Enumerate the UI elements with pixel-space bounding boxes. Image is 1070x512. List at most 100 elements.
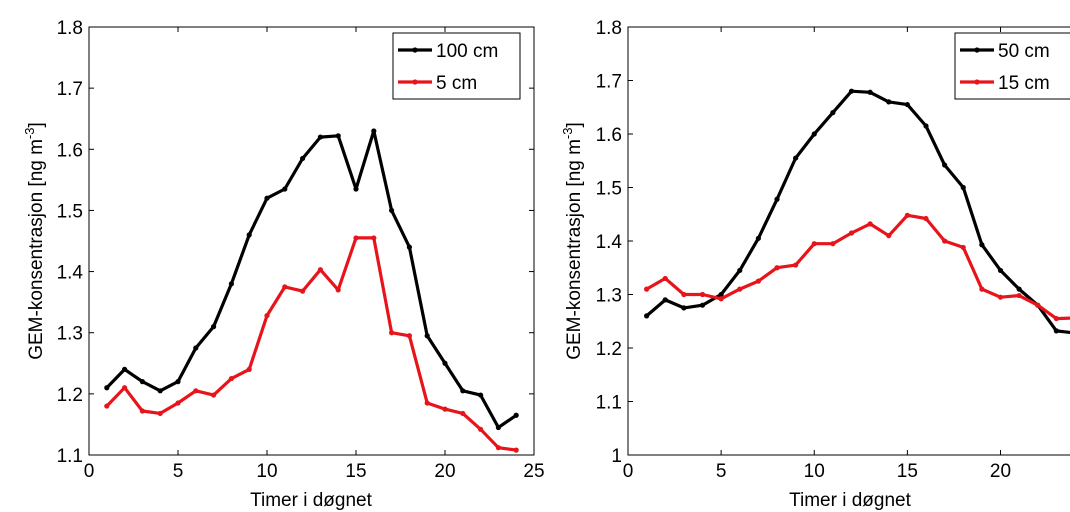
left-y-tick-label: 1.6	[57, 140, 83, 161]
left-data-point	[175, 400, 180, 405]
left-data-point	[247, 367, 252, 372]
left-data-point	[425, 333, 430, 338]
left-data-point	[407, 333, 412, 338]
right-data-point	[830, 110, 835, 115]
right-data-point	[737, 287, 742, 292]
left-data-point	[514, 413, 519, 418]
right-y-tick-label: 1.2	[596, 339, 622, 360]
right-data-point	[1054, 328, 1059, 333]
left-data-point	[442, 361, 447, 366]
left-data-point	[247, 232, 252, 237]
left-y-axis-label: GEM-konsentrasjon [ng m-3]	[22, 122, 47, 360]
right-data-point	[961, 245, 966, 250]
right-y-tick-label: 1	[611, 446, 622, 467]
left-data-point	[282, 284, 287, 289]
left-data-point	[514, 448, 519, 453]
right-x-tick-label: 10	[804, 461, 825, 482]
left-data-point	[193, 345, 198, 350]
left-x-tick-label: 10	[256, 461, 277, 482]
right-ticks-layer: 0 5 10 15 20 1 1.1 1.2 1.3 1.4 1.5 1.6 1.7 1.8	[596, 18, 1011, 482]
right-data-point	[979, 287, 984, 292]
left-y-tick-label: 1.2	[57, 385, 83, 406]
left-legend-marker-1	[412, 79, 417, 84]
left-data-point	[229, 376, 234, 381]
right-y-tick-label: 1.1	[596, 393, 622, 414]
right-legend: 50 cm 15 cm	[955, 33, 1070, 99]
right-data-point	[756, 236, 761, 241]
left-y-tick-label: 1.7	[57, 79, 83, 100]
right-y-tick-label: 1.4	[596, 232, 623, 253]
right-y-tick-label: 1.5	[596, 179, 622, 200]
right-data-point	[719, 296, 724, 301]
left-data-point	[318, 267, 323, 272]
right-data-point	[1035, 303, 1040, 308]
right-data-point	[923, 216, 928, 221]
left-y-tick-label: 1.1	[57, 446, 83, 467]
left-legend-marker-0	[412, 47, 417, 52]
chart-left: 0 5 10 15 20 25 1.1 1.2 1.3 1.4 1.5 1.6 1.7 1.8 100 c…	[22, 18, 545, 511]
left-x-tick-label: 5	[173, 461, 184, 482]
right-legend-marker-0	[974, 47, 979, 52]
right-data-point	[663, 276, 668, 281]
right-series-line-1	[647, 215, 1070, 318]
left-data-point	[122, 385, 127, 390]
right-data-point	[663, 297, 668, 302]
right-data-point	[1017, 293, 1022, 298]
right-data-point	[774, 265, 779, 270]
left-data-point	[460, 411, 465, 416]
right-series-layer	[644, 89, 1070, 336]
left-data-point	[211, 324, 216, 329]
right-y-tick-label: 1.3	[596, 286, 622, 307]
left-data-point	[318, 134, 323, 139]
left-data-point	[282, 186, 287, 191]
left-x-tick-label: 0	[84, 461, 95, 482]
right-data-point	[998, 295, 1003, 300]
left-series-line-1	[107, 238, 516, 450]
right-data-point	[979, 242, 984, 247]
right-data-point	[1017, 287, 1022, 292]
right-data-point	[998, 268, 1003, 273]
right-x-tick-label: 5	[716, 461, 727, 482]
left-data-point	[478, 392, 483, 397]
left-data-point	[425, 400, 430, 405]
right-data-point	[681, 292, 686, 297]
left-data-point	[175, 379, 180, 384]
left-data-point	[193, 388, 198, 393]
left-data-point	[264, 196, 269, 201]
left-data-point	[140, 379, 145, 384]
right-y-tick-label: 1.6	[596, 125, 622, 146]
right-data-point	[868, 221, 873, 226]
left-data-point	[300, 289, 305, 294]
left-legend: 100 cm 5 cm	[393, 33, 520, 99]
left-data-point	[353, 186, 358, 191]
left-data-point	[336, 133, 341, 138]
right-data-point	[886, 99, 891, 104]
right-x-axis-label: Timer i døgnet	[789, 490, 911, 511]
left-x-tick-label: 25	[523, 461, 544, 482]
right-data-point	[961, 185, 966, 190]
left-y-tick-label: 1.3	[57, 324, 83, 345]
left-data-point	[496, 425, 501, 430]
left-data-point	[371, 128, 376, 133]
left-y-tick-label: 1.4	[57, 263, 84, 284]
right-data-point	[700, 303, 705, 308]
left-data-point	[300, 156, 305, 161]
left-data-point	[353, 235, 358, 240]
left-data-point	[229, 281, 234, 286]
right-data-point	[1054, 316, 1059, 321]
left-y-tick-label: 1.5	[57, 201, 83, 222]
left-data-point	[264, 313, 269, 318]
right-data-point	[644, 313, 649, 318]
left-data-point	[478, 427, 483, 432]
chart-right: 0 5 10 15 2011.11.21.31.41.51.61.71.8 50 cm1…	[560, 18, 1070, 511]
right-data-point	[774, 197, 779, 202]
left-x-axis-label: Timer i døgnet	[250, 490, 372, 511]
left-data-point	[496, 445, 501, 450]
right-y-axis-label: GEM-konsentrasjon [ng m-3]	[560, 122, 585, 360]
left-data-point	[158, 411, 163, 416]
left-data-point	[211, 392, 216, 397]
left-data-point	[442, 407, 447, 412]
right-data-point	[830, 241, 835, 246]
right-x-tick-label: 15	[897, 461, 918, 482]
